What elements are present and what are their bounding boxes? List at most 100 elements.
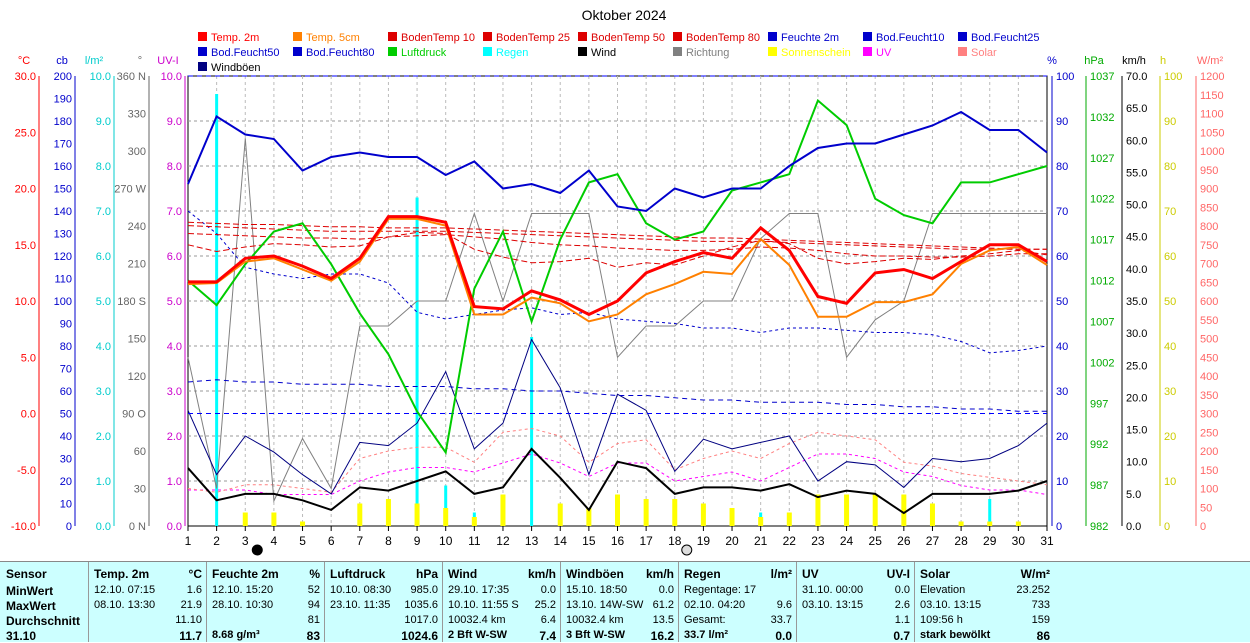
axis-0-tick-7: -5.0 [17, 465, 36, 477]
stats-column-regen: Regen l/m² Regentage: 17 02.10. 04:20 9.6 Ges… [678, 562, 796, 643]
axis-9-tick-11: 650 [1200, 277, 1218, 289]
bar-sonnenschein-30 [1015, 521, 1021, 526]
stats-separator-7 [914, 562, 915, 642]
axis-2-tick-5: 5.0 [96, 296, 111, 308]
axis-1-tick-3: 170 [54, 139, 72, 151]
stats-label-avg: Durchschnitt [6, 614, 81, 628]
axis-5-tick-2: 80 [1056, 161, 1068, 173]
stats-column-title: Solar W/m² [920, 567, 1050, 581]
axis-0-tick-0: 30.0 [15, 71, 36, 83]
x-tick-label-23: 23 [811, 534, 825, 548]
axis-6-tick-5: 1012 [1090, 276, 1114, 288]
stats-column-luftdruck: Luftdruck hPa 10.10. 08:30 985.0 23.10. 11:3… [324, 562, 442, 643]
axis-7-tick-10: 20.0 [1126, 392, 1147, 404]
stats-row-value: 1024.6 [401, 629, 438, 643]
axis-4-tick-0: 10.0 [161, 71, 182, 83]
axis-6-tick-7: 1002 [1090, 357, 1114, 369]
stats-row-text: 15.10. 18:50 [566, 584, 628, 596]
axis-5-tick-7: 30 [1056, 386, 1068, 398]
legend-label-18: Windböen [211, 62, 261, 74]
x-tick-label-10: 10 [439, 534, 453, 548]
axis-5-tick-5: 50 [1056, 296, 1068, 308]
x-tick-label-2: 2 [213, 534, 220, 548]
bar-sonnenschein-21 [758, 517, 764, 526]
axis-9-tick-9: 750 [1200, 240, 1218, 252]
bar-sonnenschein-20 [729, 508, 735, 526]
axis-3-tick-1: 330 [128, 109, 146, 121]
axis-4-tick-4: 6.0 [167, 251, 182, 263]
axis-3-tick-3: 270 W [114, 184, 146, 196]
stats-column-title: Luftdruck hPa [330, 567, 438, 581]
stats-column-temp-2m: Temp. 2m °C 12.10. 07:15 1.6 08.10. 13:30 21.… [88, 562, 206, 643]
legend-label-17: Solar [971, 47, 997, 59]
series-feuchte-2m [187, 110, 1048, 213]
legend-swatch-2 [388, 32, 397, 41]
axis-4-tick-7: 3.0 [167, 386, 182, 398]
x-tick-label-20: 20 [725, 534, 739, 548]
axis-5-tick-1: 90 [1056, 116, 1068, 128]
stats-unit: % [309, 567, 320, 581]
statistics-panel: Sensor MinWert MaxWert Durchschnitt 31.1… [0, 561, 1250, 643]
axis-2-tick-7: 3.0 [96, 386, 111, 398]
axis-3-tick-12: 0 N [129, 521, 146, 533]
legend-label-0: Temp. 2m [211, 32, 259, 44]
legend-label-12: Regen [496, 47, 528, 59]
axis-3-tick-4: 240 [128, 221, 146, 233]
stats-row-value: 86 [1036, 629, 1050, 643]
axis-3-tick-7: 150 [128, 334, 146, 346]
series-temp-5cm [187, 217, 1048, 323]
stats-separator-2 [324, 562, 325, 642]
series-lines [187, 75, 1048, 515]
x-tick-label-1: 1 [185, 534, 192, 548]
legend: Temp. 2m Temp. 5cm BodenTemp 10 BodenTemp 2… [198, 32, 1040, 74]
legend-swatch-15 [768, 47, 777, 56]
stats-row-value: 33.7 [770, 614, 792, 626]
stats-row-text: 12.10. 15:20 [212, 584, 274, 596]
x-tick-label-6: 6 [328, 534, 335, 548]
axis-unit-9: W/m² [1197, 55, 1224, 67]
stats-row-3: 33.7 l/m² 0.0 [684, 629, 792, 643]
legend-swatch-4 [578, 32, 587, 41]
stats-row-1: 10.10. 11:55 S 25.2 [448, 599, 556, 613]
axis-5-tick-4: 60 [1056, 251, 1068, 263]
axis-8-tick-2: 80 [1164, 161, 1176, 173]
axis-9-tick-20: 200 [1200, 446, 1218, 458]
stats-separator-5 [678, 562, 679, 642]
bar-sonnenschein-9 [414, 503, 420, 526]
axis-9-tick-19: 250 [1200, 427, 1218, 439]
axis-7-tick-4: 50.0 [1126, 200, 1147, 212]
stats-row-0: Elevation 23.252 [920, 584, 1050, 598]
stats-row-value: 11.7 [179, 629, 202, 643]
axis-5-tick-8: 20 [1056, 431, 1068, 443]
axis-1-tick-15: 50 [60, 409, 72, 421]
legend-label-10: Bod.Feucht80 [306, 47, 375, 59]
stats-separator-0 [88, 562, 89, 642]
bar-regen-9 [415, 197, 419, 526]
stats-row-3: stark bewölkt 86 [920, 629, 1050, 643]
stats-row-1: 02.10. 04:20 9.6 [684, 599, 792, 613]
axis-9-tick-8: 800 [1200, 221, 1218, 233]
stats-row-value: 23.252 [1016, 584, 1050, 596]
stats-row-value: 25.2 [534, 599, 556, 611]
bar-regen-13 [530, 337, 534, 526]
axis-1-tick-7: 130 [54, 229, 72, 241]
axis-3-tick-6: 180 S [117, 296, 146, 308]
x-tick-label-12: 12 [496, 534, 510, 548]
stats-row-3: 1024.6 [330, 629, 438, 643]
stats-unit: hPa [415, 567, 438, 581]
legend-swatch-3 [483, 32, 492, 41]
stats-row-value: 1.6 [186, 584, 202, 596]
stats-row-text: 12.10. 07:15 [94, 584, 156, 596]
bar-sonnenschein-29 [987, 521, 993, 526]
axis-4-tick-6: 4.0 [167, 341, 182, 353]
axis-1-tick-18: 20 [60, 476, 72, 488]
full-moon-icon [251, 544, 263, 556]
legend-swatch-0 [198, 32, 207, 41]
stats-column-title: Regen l/m² [684, 567, 792, 581]
axis-unit-7: km/h [1122, 55, 1146, 67]
stats-row-1: 08.10. 13:30 21.9 [94, 599, 202, 613]
axis-unit-5: % [1047, 55, 1057, 67]
bar-sonnenschein-11 [471, 517, 477, 526]
stats-separator-1 [206, 562, 207, 642]
legend-label-11: Luftdruck [401, 47, 447, 59]
